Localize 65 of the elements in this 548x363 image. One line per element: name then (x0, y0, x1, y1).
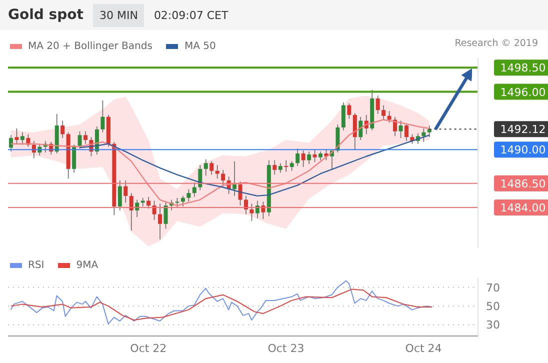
y-tick-label: 1484.00 (500, 201, 546, 214)
y-tick-label: 50 (486, 300, 500, 313)
y-tick-label: 1496.00 (500, 86, 546, 99)
y-tick-label: 30 (486, 318, 500, 332)
x-tick-label: Oct 24 (405, 342, 442, 355)
x-tick-label: Oct 23 (268, 342, 304, 355)
candlestick (290, 160, 294, 172)
candlestick (255, 200, 260, 218)
candlestick (135, 199, 140, 218)
candlestick (60, 120, 65, 138)
candlestick (301, 150, 306, 168)
candlestick (398, 120, 403, 138)
candlestick (100, 100, 105, 133)
candlestick (296, 148, 300, 166)
candlestick (358, 116, 363, 140)
candlestick (146, 196, 151, 209)
legend-label: 9MA (75, 260, 98, 271)
candlestick (204, 158, 208, 176)
candlestick (376, 95, 380, 114)
candlestick (210, 160, 214, 176)
candlestick (272, 160, 277, 176)
candlestick (422, 128, 426, 142)
chart-title: Gold spot (8, 7, 84, 23)
candlestick (124, 180, 128, 204)
y-tick-label: 1498.50 (500, 62, 546, 75)
candlestick (192, 182, 196, 198)
candlestick (164, 201, 168, 230)
candlestick (186, 188, 191, 202)
candlestick (221, 169, 226, 187)
candlestick (352, 112, 357, 150)
candlestick (278, 162, 282, 174)
candlestick (118, 180, 122, 211)
y-tick-label: 1486.50 (500, 177, 546, 190)
candlestick (180, 196, 185, 207)
candlestick (347, 102, 352, 120)
candlestick (84, 130, 88, 144)
legend-label: MA 20 + Bollinger Bands (27, 40, 152, 54)
candlestick (14, 128, 19, 144)
y-tick-label: 1490.00 (500, 144, 546, 157)
candlestick (9, 134, 13, 152)
candlestick (307, 151, 312, 164)
text: 02:09:07 CET (154, 8, 228, 22)
candlestick (250, 203, 254, 222)
candlestick (129, 192, 134, 232)
candlestick (72, 144, 76, 174)
candlestick (341, 102, 346, 131)
candlestick (427, 125, 432, 138)
x-tick-label: Oct 22 (130, 342, 167, 355)
candlestick (284, 160, 288, 172)
candlestick (404, 123, 408, 142)
text: Research © 2019 (454, 38, 538, 51)
legend-label: RSI (27, 260, 44, 271)
y-tick-label: 70 (486, 281, 500, 294)
candlestick (175, 197, 180, 208)
legend-label: MA 50 (183, 40, 216, 54)
candlestick (312, 149, 317, 163)
candlestick (158, 203, 162, 240)
chart-subtitle: 30 MIN (93, 4, 144, 26)
candlestick (387, 110, 392, 124)
candlestick (238, 181, 242, 206)
candlestick (232, 160, 237, 196)
candlestick (393, 116, 398, 137)
y-tick-label: 1492.12 (500, 123, 546, 136)
candlestick (20, 132, 24, 146)
candlestick (382, 104, 386, 120)
